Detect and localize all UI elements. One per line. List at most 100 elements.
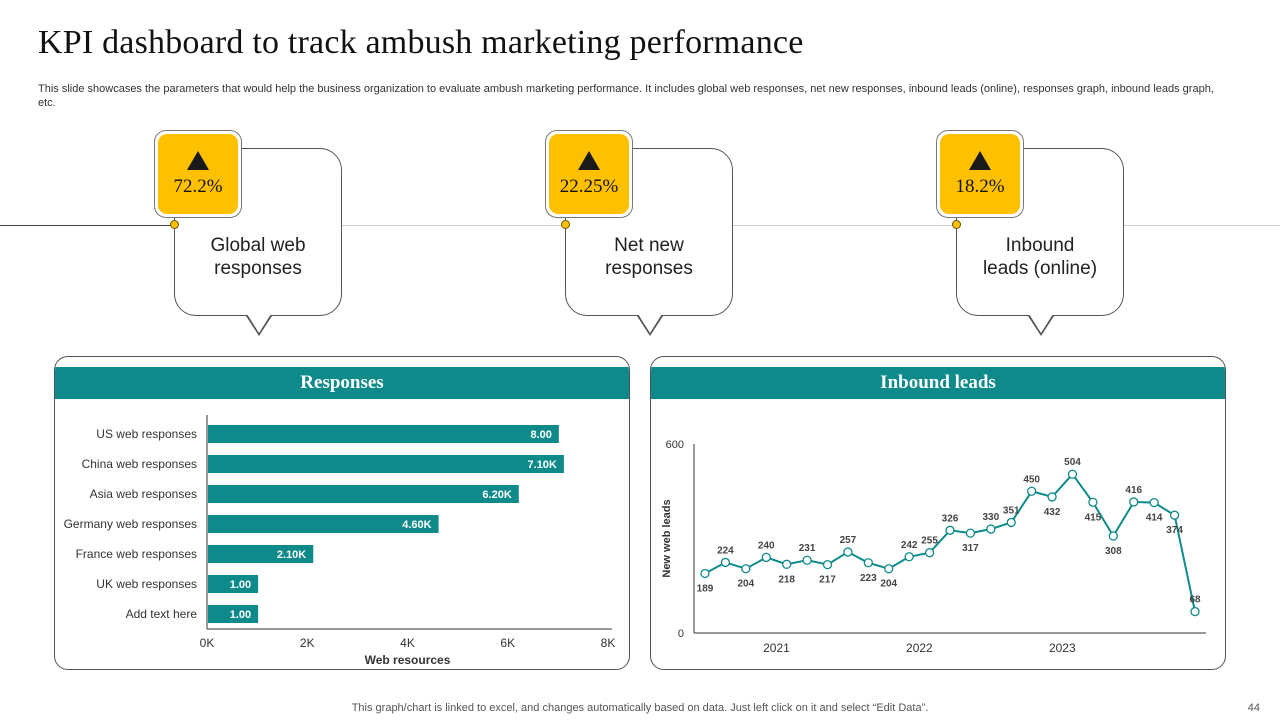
inbound-leads-panel-title: Inbound leads bbox=[651, 367, 1225, 399]
point-data-label: 257 bbox=[840, 535, 857, 546]
page-title: KPI dashboard to track ambush marketing … bbox=[38, 24, 804, 61]
x-tick-label: 2K bbox=[300, 636, 315, 650]
x-tick-label: 2023 bbox=[1049, 641, 1076, 655]
data-point bbox=[843, 547, 853, 557]
x-axis-title: Web resources bbox=[365, 653, 451, 667]
kpi-label: Inbound leads (online) bbox=[982, 235, 1098, 279]
point-data-label: 351 bbox=[1003, 505, 1020, 516]
bar-data-label: 1.00 bbox=[230, 579, 251, 591]
point-data-label: 231 bbox=[799, 543, 816, 554]
kpi-card-net-new-responses: 22.25% Net new responses bbox=[545, 130, 745, 340]
triangle-up-icon bbox=[187, 150, 209, 170]
bar bbox=[208, 485, 519, 503]
category-label: Add text here bbox=[126, 607, 198, 621]
kpi-value: 18.2% bbox=[955, 175, 1005, 197]
point-data-label: 374 bbox=[1166, 525, 1183, 536]
data-point bbox=[1149, 497, 1159, 508]
point-data-label: 432 bbox=[1044, 507, 1061, 518]
bar-data-label: 2.10K bbox=[277, 549, 306, 561]
page-subtitle: This slide showcases the parameters that… bbox=[38, 83, 1214, 109]
bar bbox=[208, 425, 559, 443]
y-tick-label: 0 bbox=[678, 628, 684, 640]
category-label: China web responses bbox=[82, 457, 197, 471]
kpi-badge: 22.25% bbox=[545, 130, 633, 218]
bar-data-label: 8.00 bbox=[530, 429, 551, 441]
data-point bbox=[904, 552, 914, 562]
point-data-label: 240 bbox=[758, 540, 775, 551]
data-point bbox=[1067, 469, 1078, 479]
inbound-leads-panel: Inbound leads 600 0 New web leads 2021 2022 2… bbox=[650, 356, 1226, 670]
data-point bbox=[1108, 531, 1118, 541]
data-point bbox=[700, 568, 710, 579]
kpi-label: Net new responses bbox=[605, 235, 693, 279]
data-point bbox=[1027, 486, 1037, 496]
responses-panel-title: Responses bbox=[55, 367, 629, 399]
point-data-label: 450 bbox=[1023, 474, 1040, 485]
data-point bbox=[1169, 510, 1180, 520]
timeline-dot bbox=[170, 220, 179, 229]
point-data-label: 68 bbox=[1189, 595, 1201, 606]
data-point bbox=[1047, 492, 1057, 502]
point-data-label: 326 bbox=[942, 513, 959, 524]
point-data-label: 223 bbox=[860, 573, 877, 584]
category-label: UK web responses bbox=[96, 577, 197, 591]
data-point bbox=[782, 559, 792, 569]
kpi-value: 22.25% bbox=[559, 175, 619, 197]
data-point bbox=[945, 525, 955, 535]
data-point bbox=[822, 559, 833, 570]
point-data-label: 255 bbox=[921, 536, 938, 547]
connector-line-left bbox=[0, 225, 172, 226]
timeline-dot bbox=[952, 220, 961, 229]
point-data-label: 224 bbox=[717, 545, 734, 556]
bar-data-label: 6.20K bbox=[482, 489, 511, 501]
x-tick-label: 6K bbox=[500, 636, 515, 650]
data-point bbox=[924, 548, 935, 558]
footer-note: This graph/chart is linked to excel, and… bbox=[351, 702, 929, 714]
point-data-label: 189 bbox=[697, 583, 714, 594]
category-label: Asia web responses bbox=[90, 487, 197, 501]
data-point bbox=[761, 552, 771, 563]
responses-panel: Responses US web responses 8.00 China web … bbox=[54, 356, 630, 670]
point-data-label: 504 bbox=[1064, 457, 1081, 468]
point-data-label: 242 bbox=[901, 540, 918, 551]
kpi-badge: 18.2% bbox=[936, 130, 1024, 218]
data-point bbox=[1006, 517, 1016, 528]
category-label: Germany web responses bbox=[64, 517, 197, 531]
triangle-up-icon bbox=[969, 150, 991, 170]
point-data-label: 217 bbox=[819, 575, 836, 586]
data-point bbox=[884, 564, 894, 574]
bar bbox=[208, 545, 314, 563]
bar-data-label: 1.00 bbox=[230, 609, 251, 621]
data-point bbox=[720, 557, 731, 568]
series-line bbox=[704, 472, 1196, 612]
data-point bbox=[802, 555, 812, 565]
page-number: 44 bbox=[1247, 702, 1260, 714]
x-tick-label: 0K bbox=[200, 636, 215, 650]
category-label: US web responses bbox=[96, 427, 197, 441]
point-data-label: 204 bbox=[880, 579, 897, 590]
point-data-label: 330 bbox=[982, 512, 999, 523]
kpi-label: Global web responses bbox=[210, 235, 306, 279]
x-tick-label: 8K bbox=[601, 636, 616, 650]
x-tick-label: 2021 bbox=[763, 641, 790, 655]
data-point bbox=[863, 558, 873, 568]
data-point bbox=[741, 564, 751, 574]
point-data-label: 308 bbox=[1105, 546, 1122, 557]
category-label: France web responses bbox=[76, 547, 197, 561]
bar bbox=[208, 605, 259, 623]
bar bbox=[208, 515, 439, 533]
data-point bbox=[965, 528, 976, 538]
kpi-badge: 72.2% bbox=[154, 130, 242, 218]
triangle-up-icon bbox=[578, 150, 600, 170]
kpi-card-global-web-responses: 72.2% Global web responses bbox=[154, 130, 354, 340]
point-data-label: 218 bbox=[778, 574, 795, 585]
x-tick-label: 4K bbox=[400, 636, 415, 650]
point-data-label: 204 bbox=[737, 579, 754, 590]
bar-data-label: 7.10K bbox=[528, 459, 557, 471]
y-axis-title: New web leads bbox=[661, 499, 673, 577]
bar-data-label: 4.60K bbox=[402, 519, 431, 531]
point-data-label: 414 bbox=[1146, 513, 1163, 524]
point-data-label: 317 bbox=[962, 543, 979, 554]
data-point bbox=[1088, 497, 1098, 507]
kpi-value: 72.2% bbox=[173, 175, 223, 197]
